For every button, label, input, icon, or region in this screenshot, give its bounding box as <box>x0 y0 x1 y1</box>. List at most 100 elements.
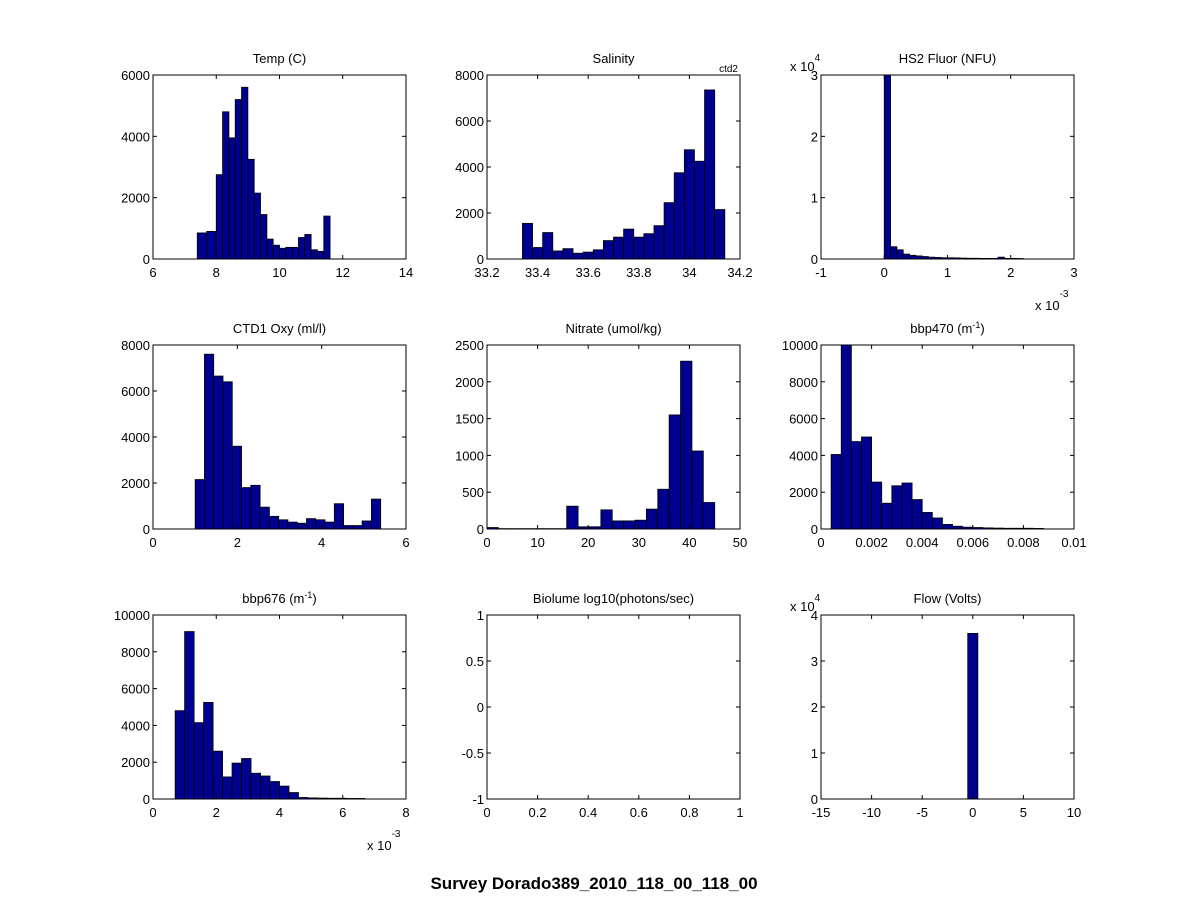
histogram-bar <box>850 441 862 530</box>
x-tick-label: 6 <box>149 265 156 280</box>
y-tick-label: 500 <box>462 485 484 500</box>
y-tick-label: 6000 <box>121 68 150 83</box>
histogram-bar <box>174 710 186 800</box>
histogram-bar <box>902 253 910 260</box>
subplot-title: Biolume log10(photons/sec) <box>533 591 694 606</box>
histogram-bar <box>336 797 347 800</box>
histogram-bar <box>928 256 936 260</box>
histogram-bar <box>972 527 984 530</box>
histogram-bar <box>694 160 705 260</box>
histogram-bar <box>196 232 208 260</box>
y-tick-label: 2000 <box>121 191 150 206</box>
axes-box <box>152 344 407 530</box>
histogram-bar <box>343 525 354 530</box>
y-tick-label: 0.5 <box>466 654 484 669</box>
x-tick-label: 34 <box>682 265 696 280</box>
y-tick-label: 2000 <box>121 755 150 770</box>
histogram-bar <box>613 236 625 260</box>
histogram-bar <box>272 244 280 260</box>
title-text: Nitrate (umol/kg) <box>565 321 661 336</box>
histogram-bar <box>324 521 335 530</box>
title-superscript: -1 <box>972 320 980 330</box>
histogram-bar <box>361 520 372 530</box>
y-tick-label: 3 <box>811 654 818 669</box>
histogram-bar <box>861 436 872 530</box>
histogram-bar <box>911 499 923 530</box>
histogram-bar <box>317 250 325 260</box>
histogram-bar <box>247 158 255 260</box>
y-tick-label: 2000 <box>789 485 818 500</box>
histogram-bar <box>260 775 271 800</box>
axes-box <box>820 74 1075 260</box>
y-tick-label: 4000 <box>789 448 818 463</box>
x-tick-label: 0 <box>969 805 976 820</box>
x-tick-label: 0.01 <box>1061 535 1086 550</box>
x-tick-label: 0 <box>817 535 824 550</box>
y-tick-label: 10000 <box>782 338 818 353</box>
histogram-bar <box>222 111 230 260</box>
histogram-bar <box>253 192 261 260</box>
subplot-4: 0 2 4 6 0 2000 4000 6000 8000 CTD1 Oxy (ml/l) <box>121 321 410 550</box>
histogram-bar <box>287 521 298 530</box>
y-exponent-base: x 10 <box>790 59 815 74</box>
subplot-6: 0 0.002 0.004 0.006 0.008 0.01 0 2000 4000 6000 80… <box>782 320 1087 550</box>
x-tick-label: 0.002 <box>855 535 888 550</box>
subplot-title: Temp (C) <box>253 51 306 66</box>
x-tick-label: 2 <box>1007 265 1014 280</box>
histogram-bar <box>279 247 287 260</box>
y-tick-label: 1 <box>811 191 818 206</box>
title-text: bbp470 (m <box>910 321 972 336</box>
histogram-bar <box>304 234 312 260</box>
histogram-bar <box>250 772 261 800</box>
histogram-bar <box>204 353 215 530</box>
histogram-bar <box>279 785 290 800</box>
histogram-bar <box>663 202 675 260</box>
histogram-bar <box>602 240 614 260</box>
histogram-bar <box>668 414 681 530</box>
histogram-bar <box>982 527 994 530</box>
x-tick-label: 33.8 <box>626 265 651 280</box>
x-exponent-base: x 10 <box>367 838 392 853</box>
histogram-bar <box>1004 257 1012 260</box>
histogram-bar <box>891 485 903 530</box>
title-text: Temp (C) <box>253 51 306 66</box>
axes-box <box>486 614 741 800</box>
histogram-bar <box>278 519 289 530</box>
histogram-bar <box>194 479 205 530</box>
histogram-bar <box>203 702 214 800</box>
histogram-bar <box>901 482 913 530</box>
histogram-bar <box>915 255 923 260</box>
histogram-bar <box>268 515 280 530</box>
histogram-bar <box>260 214 268 260</box>
y-tick-label: 2000 <box>455 206 484 221</box>
histogram-bar <box>947 257 955 260</box>
histogram-bar <box>213 375 224 530</box>
x-tick-label: 6 <box>339 805 346 820</box>
y-tick-label: 4000 <box>121 430 150 445</box>
histogram-bar <box>940 257 948 260</box>
subplot-8: 0 0.2 0.4 0.6 0.8 1 -1 -0.5 0 0.5 1 Biolume log10(p… <box>462 591 744 820</box>
histogram-bar <box>991 257 999 260</box>
histogram-bar <box>552 250 564 260</box>
y-tick-label: 10000 <box>114 608 150 623</box>
histogram-bar <box>352 525 363 530</box>
histogram-bar <box>972 257 980 260</box>
histogram-bar <box>931 517 943 530</box>
histogram-bar <box>881 502 893 530</box>
histogram-bar <box>317 797 328 800</box>
y-tick-label: 6000 <box>789 412 818 427</box>
histogram-bar <box>345 798 356 800</box>
y-tick-label: 1 <box>477 608 484 623</box>
x-tick-label: 3 <box>1070 265 1077 280</box>
histogram-bar <box>992 527 1004 530</box>
x-tick-label: 0 <box>149 535 156 550</box>
histogram-bar <box>184 631 195 800</box>
x-tick-label: 0.006 <box>957 535 990 550</box>
histogram-bar <box>291 246 299 260</box>
y-tick-label: 4000 <box>121 718 150 733</box>
histogram-bar <box>1023 527 1034 530</box>
subplot-2: 33.2 33.4 33.6 33.8 34 34.2 0 2000 4000 6000 8000 S… <box>455 51 753 280</box>
histogram-bar <box>572 252 584 260</box>
